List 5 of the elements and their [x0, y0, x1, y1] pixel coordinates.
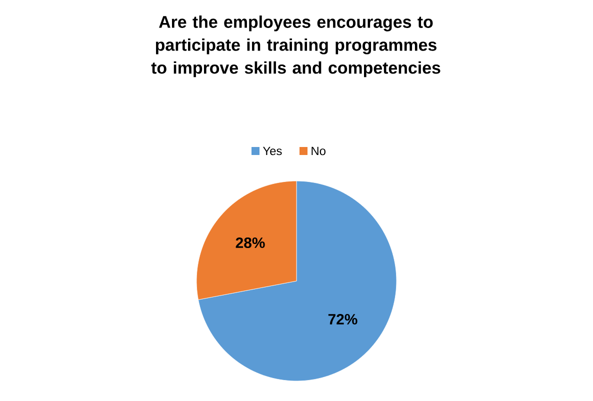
chart-title: Are the employees encourages to participate in training programmes to improve skills and competencies — [151, 16, 440, 78]
data-label: 28% — [236, 237, 265, 248]
data-label: 72% — [328, 314, 358, 325]
legend-label: Yes — [262, 146, 282, 156]
legend-label: No — [312, 146, 326, 156]
